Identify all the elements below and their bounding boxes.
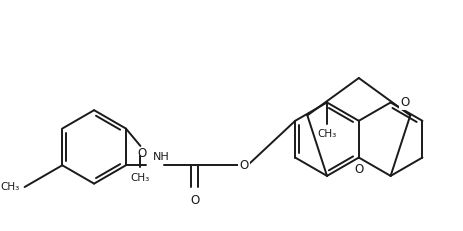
Text: CH₃: CH₃: [131, 173, 150, 183]
Text: O: O: [190, 194, 199, 207]
Text: O: O: [400, 96, 410, 109]
Text: O: O: [239, 159, 249, 172]
Text: O: O: [354, 163, 363, 176]
Text: CH₃: CH₃: [317, 128, 337, 139]
Text: CH₃: CH₃: [0, 182, 20, 192]
Text: NH: NH: [153, 152, 170, 162]
Text: O: O: [138, 147, 147, 160]
